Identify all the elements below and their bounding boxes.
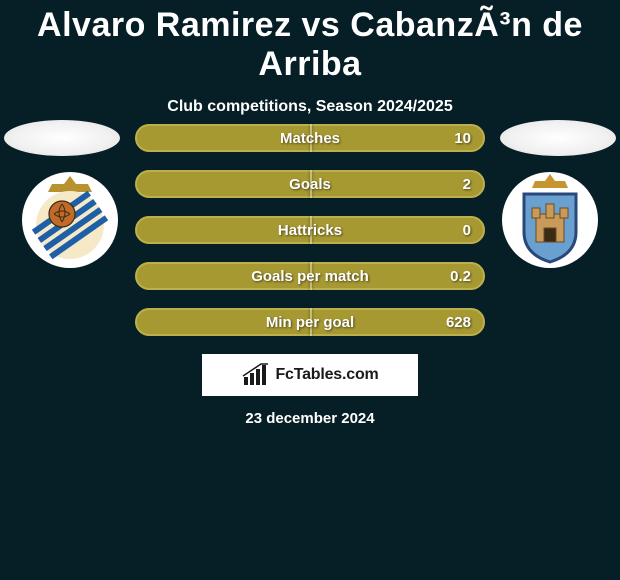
- stat-label: Goals: [137, 172, 483, 198]
- stat-value: 10: [454, 126, 471, 152]
- generation-date: 23 december 2024: [0, 410, 620, 427]
- player-photo-right: [500, 120, 616, 156]
- stat-bar-hattricks: Hattricks 0: [135, 216, 485, 244]
- sponsor-box: FcTables.com: [202, 354, 418, 396]
- stat-label: Goals per match: [137, 264, 483, 290]
- stat-value: 0.2: [450, 264, 471, 290]
- player-photo-left: [4, 120, 120, 156]
- stat-label: Min per goal: [137, 310, 483, 336]
- stat-label: Matches: [137, 126, 483, 152]
- stats-container: Matches 10 Goals 2 Hattricks 0 Goals per…: [135, 124, 485, 354]
- sponsor-text: FcTables.com: [275, 366, 378, 384]
- chart-bars-icon: [241, 363, 271, 387]
- stat-value: 0: [463, 218, 471, 244]
- stat-bar-min-per-goal: Min per goal 628: [135, 308, 485, 336]
- stat-value: 2: [463, 172, 471, 198]
- stat-bar-goals: Goals 2: [135, 170, 485, 198]
- page-title: Alvaro Ramirez vs CabanzÃ³n de Arriba: [0, 0, 620, 84]
- stat-label: Hattricks: [137, 218, 483, 244]
- club-crest-left: [20, 170, 120, 270]
- stat-value: 628: [446, 310, 471, 336]
- comparison-subtitle: Club competitions, Season 2024/2025: [0, 98, 620, 116]
- stat-bar-goals-per-match: Goals per match 0.2: [135, 262, 485, 290]
- club-crest-right: [500, 170, 600, 270]
- stat-bar-matches: Matches 10: [135, 124, 485, 152]
